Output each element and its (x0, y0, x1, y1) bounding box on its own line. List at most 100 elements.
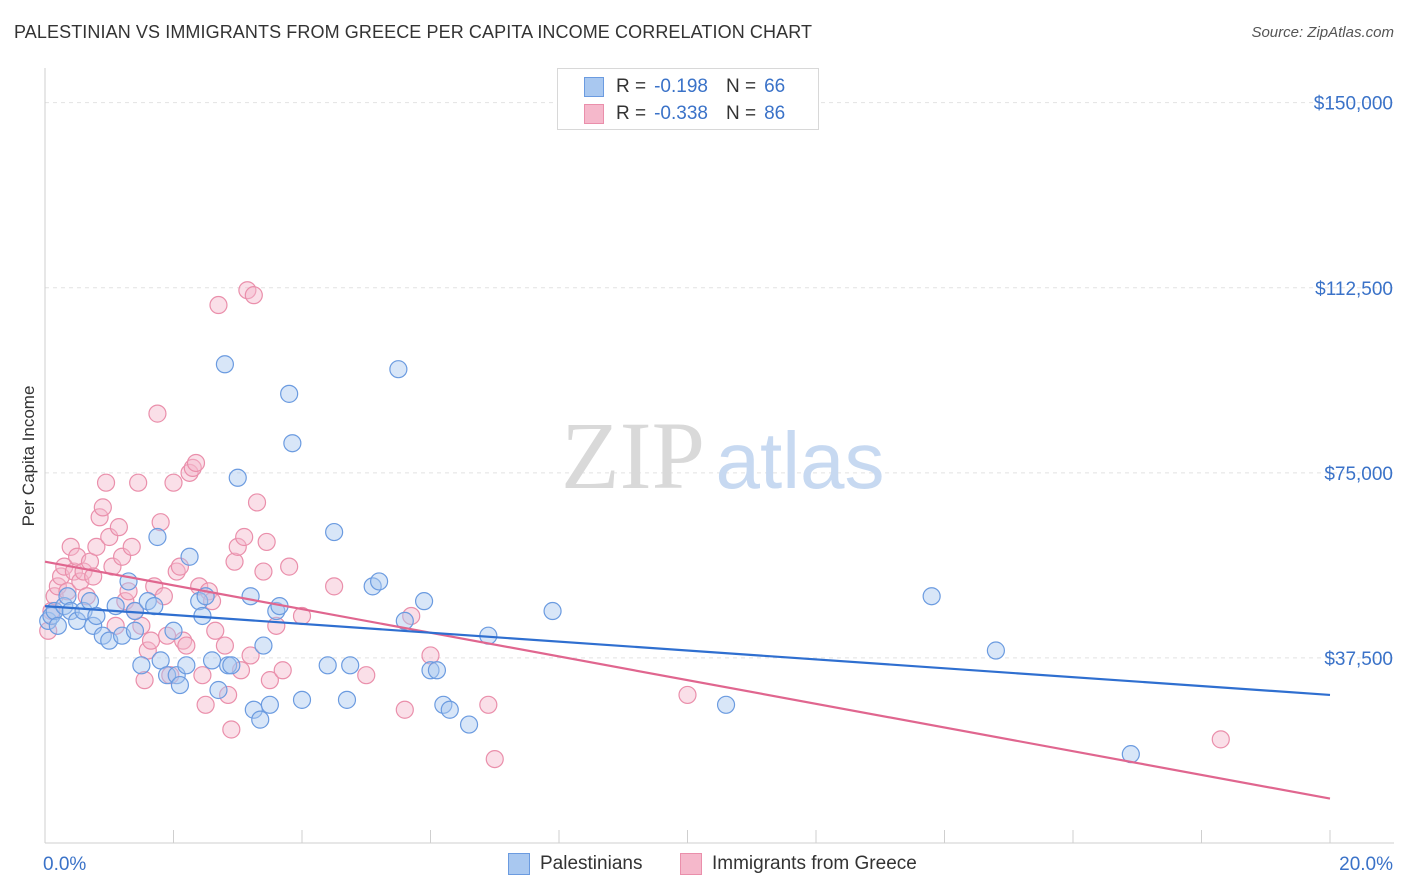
point-palestinian (148, 527, 167, 547)
watermark-zip: ZIP (561, 402, 705, 509)
point-palestinian (414, 592, 434, 611)
point-greece (96, 473, 116, 492)
point-greece (148, 404, 167, 423)
point-greece (196, 695, 215, 714)
point-palestinian (170, 675, 190, 695)
point-greece (48, 577, 67, 596)
n-value: 66 (764, 76, 786, 97)
n-label: N = (725, 103, 757, 124)
point-greece (112, 547, 132, 566)
y-tick-label: $112,500 (1315, 279, 1393, 300)
point-palestinian (58, 587, 77, 606)
point-greece (116, 592, 135, 611)
point-greece (58, 582, 77, 601)
point-greece (395, 700, 414, 719)
point-greece (122, 537, 141, 556)
stats-row-greece: R = -0.338 N = 86 (584, 102, 785, 126)
point-greece (167, 562, 186, 581)
point-greece (109, 518, 128, 537)
point-greece (151, 513, 170, 532)
watermark-atlas: atlas (716, 416, 885, 505)
point-greece (228, 537, 247, 556)
y-tick-label: $75,000 (1324, 464, 1393, 485)
point-palestinian (280, 384, 299, 403)
point-palestinian (543, 601, 562, 621)
point-greece (260, 671, 279, 690)
point-palestinian (716, 695, 736, 714)
point-greece (1211, 730, 1230, 749)
point-palestinian (325, 522, 344, 542)
point-greece (129, 473, 148, 492)
point-greece (119, 582, 138, 601)
point-palestinian (164, 621, 183, 640)
legend-label: Immigrants from Greece (712, 853, 917, 874)
point-greece (225, 552, 244, 571)
x-tick-label: 20.0% (1339, 854, 1393, 875)
point-palestinian (48, 616, 67, 635)
point-greece (325, 577, 344, 596)
legend-item-palestinians[interactable]: Palestinians (508, 851, 642, 877)
point-greece (193, 666, 212, 685)
point-palestinian (84, 616, 103, 635)
point-palestinian (267, 601, 286, 621)
trend-line-palestinians (44, 604, 1331, 697)
r-value: -0.338 (654, 103, 708, 124)
point-palestinian (440, 700, 459, 719)
point-greece (357, 666, 376, 685)
point-greece (247, 493, 267, 512)
point-greece (257, 532, 276, 552)
point-palestinian (177, 656, 196, 675)
point-greece (90, 508, 109, 527)
x-tick-label: 0.0% (43, 854, 86, 875)
point-palestinian (427, 661, 447, 680)
point-palestinian (132, 656, 151, 675)
point-greece (222, 720, 241, 739)
point-greece (244, 286, 263, 305)
point-palestinian (125, 621, 145, 640)
point-greece (235, 527, 254, 547)
point-greece (61, 537, 80, 556)
y-tick-label: $150,000 (1314, 94, 1393, 115)
point-greece (183, 458, 202, 478)
point-greece (174, 631, 193, 650)
point-greece (39, 621, 58, 640)
point-palestinian (202, 651, 222, 670)
point-palestinian (341, 656, 360, 675)
source-label: Source: ZipAtlas.com (1251, 24, 1394, 41)
point-palestinian (180, 547, 199, 566)
n-value: 86 (764, 103, 786, 124)
legend-label: Palestinians (540, 853, 643, 874)
point-greece (87, 537, 106, 556)
legend-swatch-blue (584, 77, 604, 97)
point-greece (479, 695, 498, 714)
point-greece (141, 631, 161, 650)
point-greece (485, 749, 504, 769)
point-greece (280, 557, 299, 576)
point-palestinian (145, 596, 164, 616)
point-palestinian (260, 695, 279, 714)
point-palestinian (283, 434, 302, 453)
point-palestinian (370, 572, 389, 591)
point-greece (180, 463, 199, 482)
point-palestinian (228, 468, 247, 487)
point-palestinian (215, 355, 234, 374)
point-greece (273, 661, 292, 680)
point-greece (164, 473, 183, 492)
point-greece (177, 636, 196, 655)
point-palestinian (986, 641, 1006, 660)
point-palestinian (39, 611, 58, 631)
point-palestinian (292, 690, 312, 709)
point-palestinian (337, 690, 357, 709)
legend-item-greece[interactable]: Immigrants from Greece (680, 851, 917, 877)
point-palestinian (421, 661, 440, 680)
stats-legend: R = -0.198 N = 66 R = -0.338 N = 86 (557, 68, 819, 130)
y-axis-label: Per Capita Income (19, 386, 38, 527)
chart-title: PALESTINIAN VS IMMIGRANTS FROM GREECE PE… (14, 22, 813, 42)
point-palestinian (167, 666, 186, 685)
stats-row-palestinians: R = -0.198 N = 66 (584, 75, 785, 99)
point-palestinian (251, 710, 270, 729)
point-greece (209, 295, 228, 315)
point-palestinian (459, 715, 479, 734)
legend-swatch-pink (584, 104, 604, 124)
